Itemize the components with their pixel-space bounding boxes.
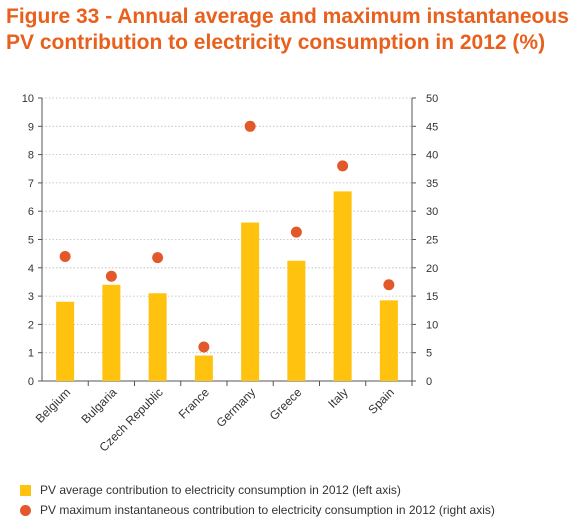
bar-belgium [56,301,75,381]
bar-czech-republic [148,293,167,381]
point-france [198,341,210,353]
left-tick-label: 7 [28,178,34,190]
legend-label-bar: PV average contribution to electricity c… [40,483,401,497]
point-greece [290,226,302,238]
bar-germany [241,222,260,381]
x-tick-label: Germany [213,385,258,430]
title-line-2: PV contribution to electricity consumpti… [6,31,546,54]
x-tick-label: France [176,385,213,422]
left-tick-label: 9 [28,121,34,133]
left-tick-label: 6 [28,206,34,218]
x-tick-label: Bulgaria [78,385,119,426]
left-tick-label: 8 [28,150,34,162]
x-tick-label: Belgium [33,385,74,426]
bar-greece [287,260,306,381]
right-tick-label: 35 [426,178,438,190]
right-tick-label: 30 [426,206,438,218]
left-tick-label: 1 [28,348,34,360]
left-tick-label: 2 [28,319,34,331]
left-tick-label: 5 [28,235,34,247]
right-tick-label: 15 [426,291,438,303]
left-tick-label: 0 [28,376,34,388]
x-tick-label: Spain [365,385,397,417]
title-line-1: Figure 33 - Annual average and maximum i… [6,5,569,28]
legend: PV average contribution to electricity c… [20,480,580,520]
left-tick-label: 10 [22,93,34,105]
point-spain [383,279,395,291]
bar-italy [333,191,352,381]
right-tick-label: 10 [426,319,438,331]
bar-bulgaria [102,284,121,381]
legend-label-dot: PV maximum instantaneous contribution to… [40,503,495,517]
point-italy [337,160,349,172]
point-belgium [59,250,71,262]
legend-item-dot: PV maximum instantaneous contribution to… [20,500,580,520]
legend-item-bar: PV average contribution to electricity c… [20,480,580,500]
point-czech-republic [152,252,164,264]
right-tick-label: 40 [426,150,438,162]
x-tick-label: Italy [325,385,350,410]
bar-spain [379,300,398,381]
right-tick-label: 25 [426,235,438,247]
bar-france [194,355,213,381]
left-tick-label: 4 [28,263,34,275]
left-tick-label: 3 [28,291,34,303]
point-bulgaria [105,270,117,282]
right-tick-label: 45 [426,121,438,133]
chart-title: Figure 33 - Annual average and maximum i… [6,4,578,56]
x-tick-label: Greece [267,385,305,423]
right-tick-label: 20 [426,263,438,275]
legend-swatch-dot [20,504,31,516]
right-tick-label: 0 [426,376,432,388]
right-tick-label: 50 [426,93,438,105]
point-germany [244,120,256,132]
right-tick-label: 5 [426,348,432,360]
legend-swatch-bar [20,484,31,496]
